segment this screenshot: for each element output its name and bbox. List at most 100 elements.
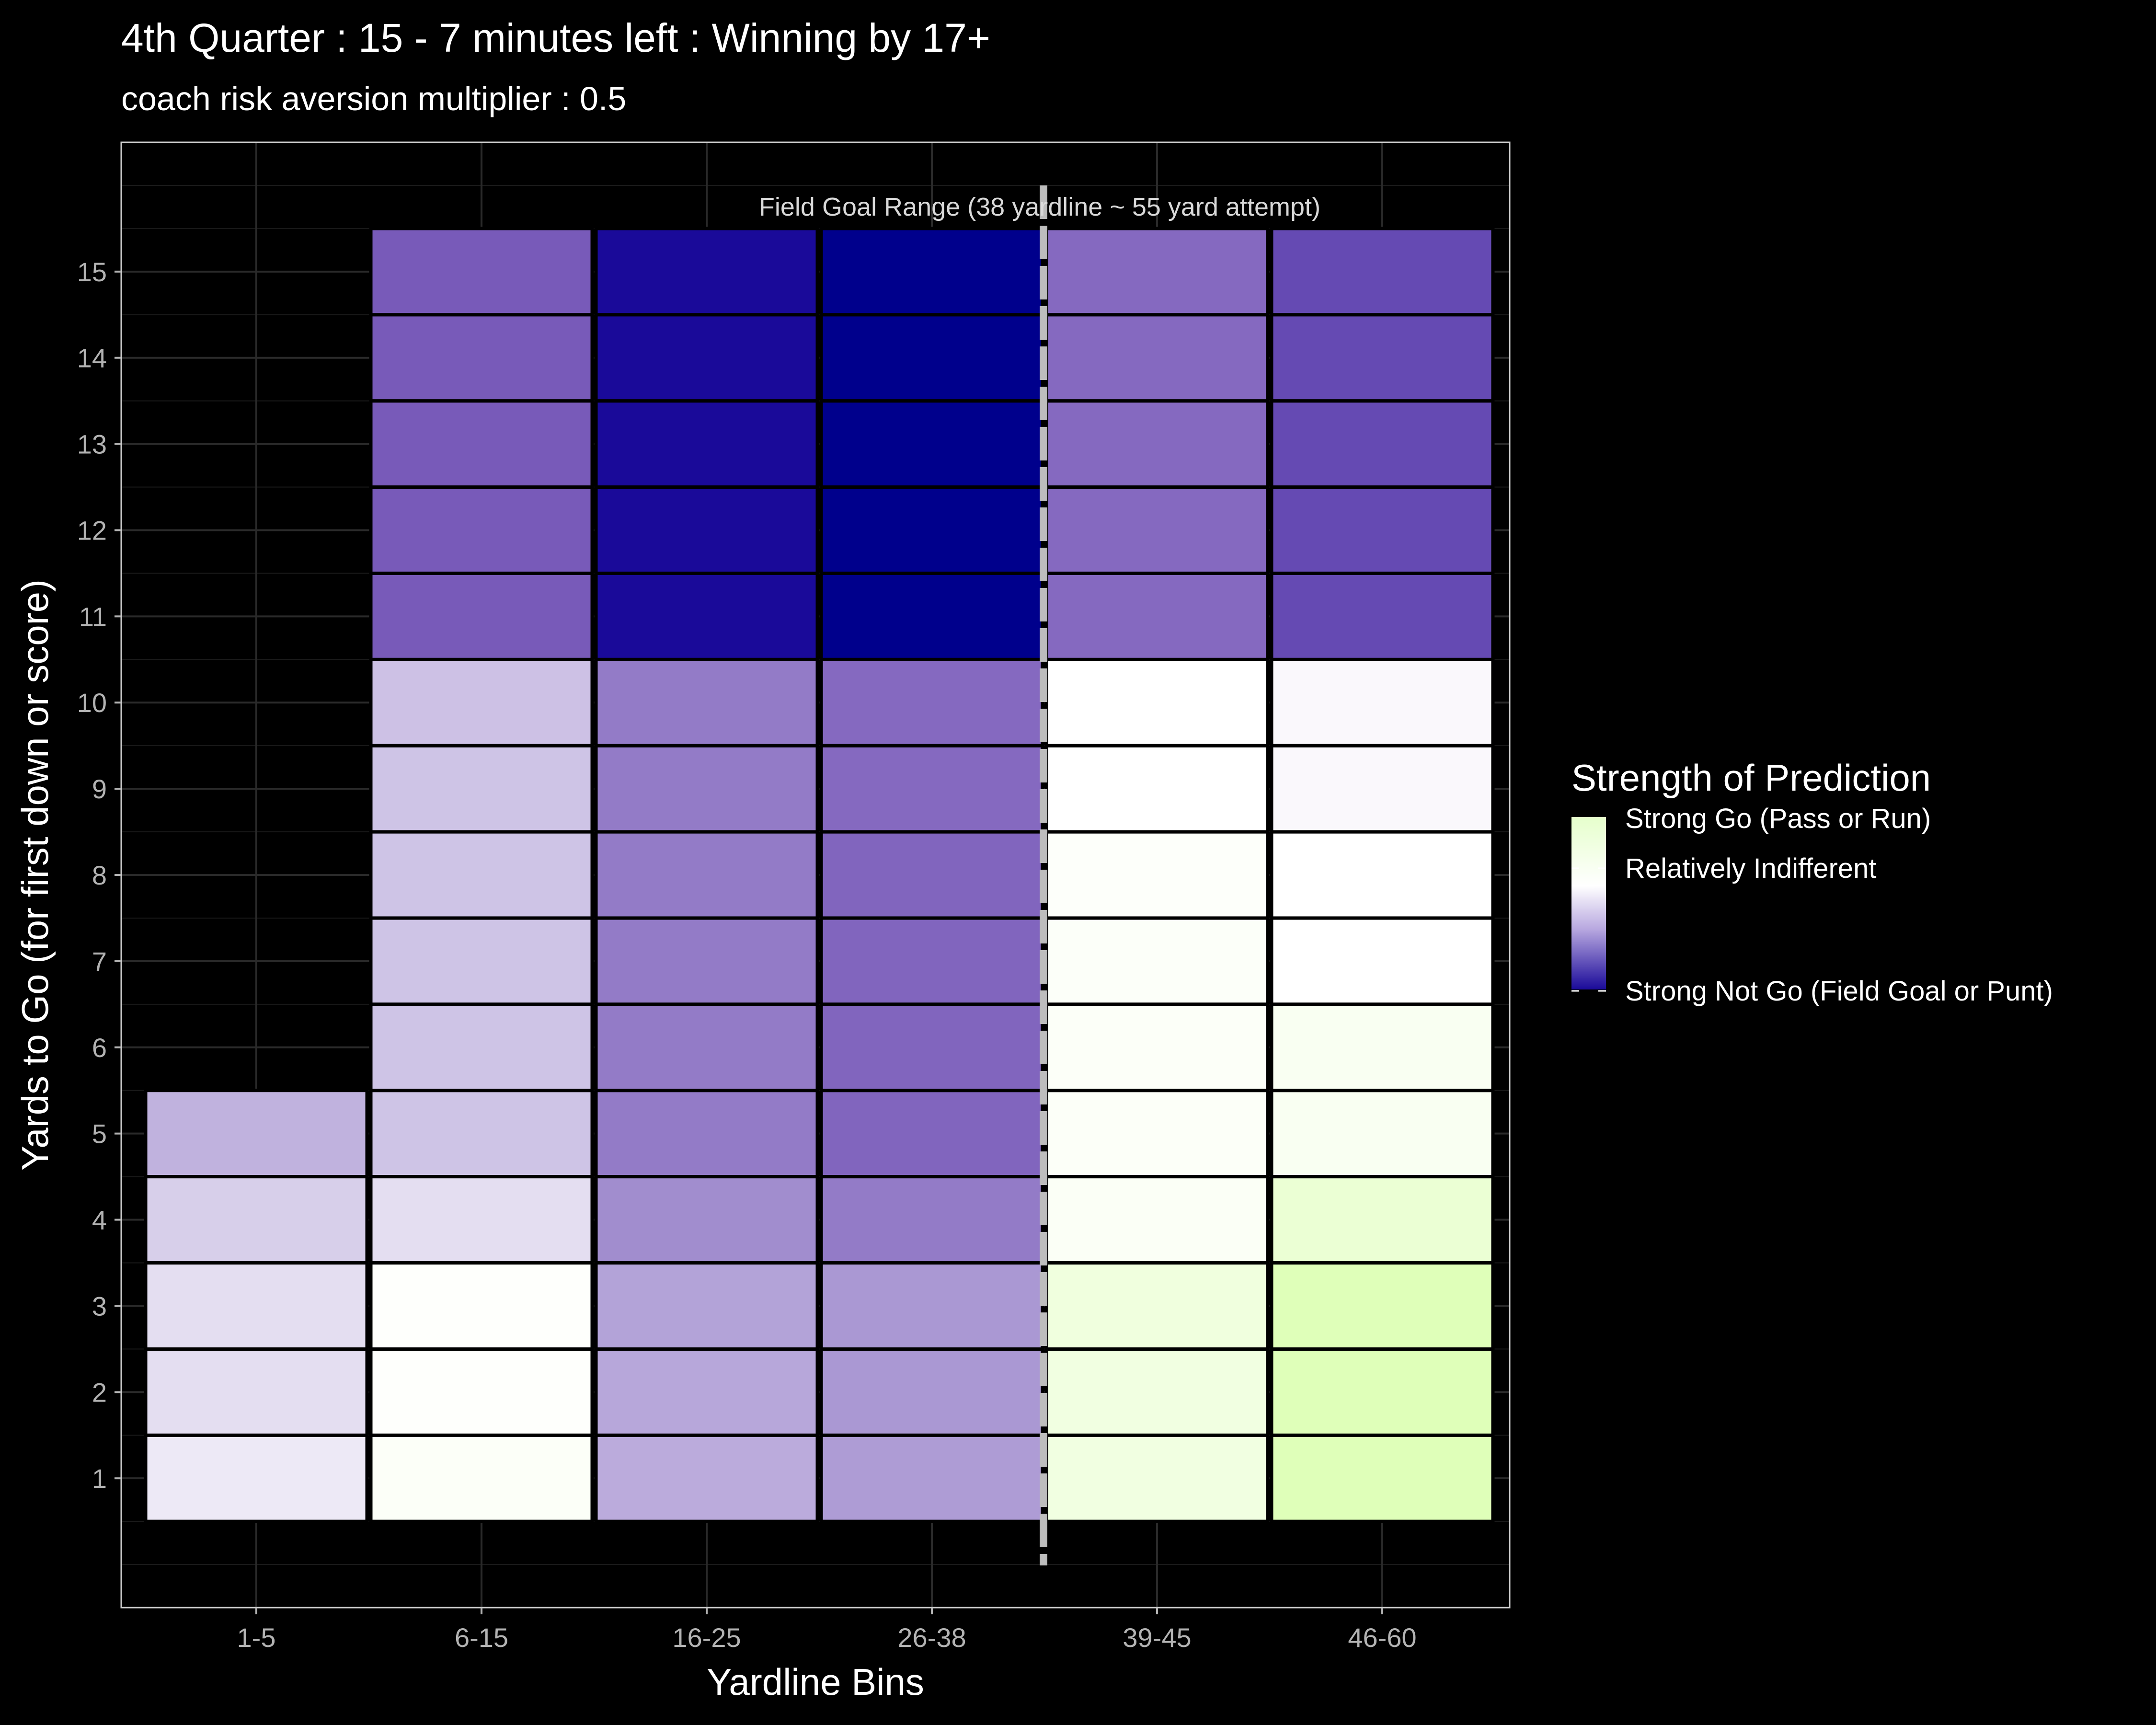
heatmap-cell: [594, 744, 819, 834]
heatmap-cell: [819, 1175, 1044, 1265]
x-tick-label: 1-5: [237, 1622, 276, 1653]
heatmap-cell: [369, 916, 594, 1006]
legend-label-mid: Relatively Indifferent: [1625, 853, 1876, 884]
heatmap-cell: [1044, 1347, 1270, 1437]
heatmap-cell: [369, 1433, 594, 1523]
heatmap-cell: [594, 571, 819, 661]
heatmap-cell: [144, 1261, 369, 1351]
heatmap-cell: [1270, 485, 1495, 575]
heatmap-cell: [1270, 1347, 1495, 1437]
heatmap-cell: [144, 1433, 369, 1523]
y-tick-label: 13: [77, 429, 107, 460]
legend: Strength of Prediction Strong Go (Pass o…: [1571, 757, 2053, 1007]
heatmap-cell: [819, 744, 1044, 834]
heatmap-cell: [819, 916, 1044, 1006]
heatmap-cell: [369, 313, 594, 403]
heatmap-cell: [369, 1089, 594, 1179]
heatmap-cell: [144, 1089, 369, 1179]
y-tick-label: 5: [92, 1119, 107, 1149]
heatmap-cell: [1044, 227, 1270, 317]
heatmap-cell: [369, 227, 594, 317]
heatmap-cell: [1270, 1089, 1495, 1179]
heatmap-cell: [594, 1347, 819, 1437]
y-tick-label: 10: [77, 688, 107, 718]
heatmap-cell: [1270, 657, 1495, 748]
legend-label-high: Strong Go (Pass or Run): [1625, 803, 1931, 834]
heatmap-cell: [144, 1347, 369, 1437]
heatmap-cell: [594, 227, 819, 317]
heatmap-cell: [369, 1002, 594, 1092]
heatmap-cell: [1044, 313, 1270, 403]
heatmap-cell: [819, 399, 1044, 489]
chart-title: 4th Quarter : 15 - 7 minutes left : Winn…: [121, 15, 990, 60]
x-tick-label: 26-38: [897, 1622, 966, 1653]
heatmap-cell: [144, 1175, 369, 1265]
heatmap-cell: [819, 830, 1044, 920]
heatmap-cell: [819, 1089, 1044, 1179]
heatmap-cell: [1270, 1433, 1495, 1523]
legend-title: Strength of Prediction: [1571, 757, 1931, 799]
y-tick-label: 3: [92, 1291, 107, 1321]
heatmap-cell: [1044, 830, 1270, 920]
heatmap-cell: [1044, 485, 1270, 575]
x-tick-label: 46-60: [1348, 1622, 1416, 1653]
heatmap-cell: [1044, 1002, 1270, 1092]
heatmap-cell: [1270, 571, 1495, 661]
y-tick-label: 14: [77, 343, 107, 373]
y-tick-label: 7: [92, 946, 107, 977]
y-tick-label: 6: [92, 1033, 107, 1063]
heatmap-cell: [594, 657, 819, 748]
heatmap-cell: [369, 1347, 594, 1437]
y-tick-label: 12: [77, 515, 107, 545]
heatmap-cell: [819, 1433, 1044, 1523]
heatmap-cell: [1044, 1175, 1270, 1265]
heatmap-cell: [594, 485, 819, 575]
heatmap-cell: [369, 744, 594, 834]
heatmap-cell: [594, 1433, 819, 1523]
y-axis-title: Yards to Go (for first down or score): [14, 579, 56, 1171]
heatmap-cell: [1270, 744, 1495, 834]
heatmap-cells: [144, 227, 1495, 1523]
heatmap-cell: [1270, 227, 1495, 317]
y-tick-label: 15: [77, 257, 107, 287]
heatmap-cell: [369, 571, 594, 661]
heatmap-cell: [369, 830, 594, 920]
heatmap-cell: [1270, 313, 1495, 403]
y-tick-label: 8: [92, 860, 107, 890]
heatmap-cell: [1044, 571, 1270, 661]
heatmap-cell: [369, 399, 594, 489]
heatmap-cell: [369, 657, 594, 748]
heatmap-cell: [1044, 916, 1270, 1006]
heatmap-cell: [369, 1261, 594, 1351]
heatmap-cell: [1044, 744, 1270, 834]
heatmap-cell: [594, 1002, 819, 1092]
heatmap-cell: [369, 485, 594, 575]
heatmap-cell: [1270, 830, 1495, 920]
heatmap-cell: [1044, 399, 1270, 489]
legend-colorbar: [1571, 817, 1606, 989]
chart-subtitle: coach risk aversion multiplier : 0.5: [121, 80, 626, 117]
heatmap-cell: [819, 485, 1044, 575]
legend-label-low: Strong Not Go (Field Goal or Punt): [1625, 976, 2053, 1007]
heatmap-cell: [1270, 916, 1495, 1006]
heatmap-cell: [1270, 1175, 1495, 1265]
y-tick-label: 4: [92, 1205, 107, 1235]
heatmap-cell: [594, 830, 819, 920]
heatmap-cell: [1044, 657, 1270, 748]
heatmap-cell: [819, 1347, 1044, 1437]
heatmap-cell: [1044, 1089, 1270, 1179]
heatmap-cell: [1270, 1261, 1495, 1351]
x-axis-ticks: 1-5 6-15 16-25 26-38 39-45 46-60: [237, 1608, 1417, 1653]
heatmap-cell: [369, 1175, 594, 1265]
heatmap-cell: [1044, 1261, 1270, 1351]
y-tick-label: 1: [92, 1463, 107, 1494]
heatmap-cell: [1044, 1433, 1270, 1523]
y-tick-label: 11: [79, 601, 107, 632]
heatmap-cell: [594, 313, 819, 403]
heatmap-cell: [594, 1089, 819, 1179]
x-tick-label: 16-25: [672, 1622, 741, 1653]
heatmap-cell: [594, 1175, 819, 1265]
field-goal-annotation: Field Goal Range (38 yardline ~ 55 yard …: [759, 193, 1320, 221]
heatmap-cell: [819, 657, 1044, 748]
